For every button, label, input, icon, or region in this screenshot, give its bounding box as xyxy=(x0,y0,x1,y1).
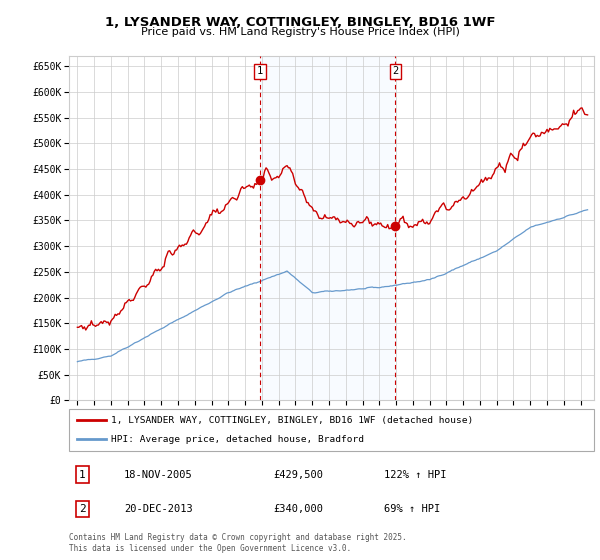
Text: 2: 2 xyxy=(392,67,398,77)
Text: Contains HM Land Registry data © Crown copyright and database right 2025.
This d: Contains HM Land Registry data © Crown c… xyxy=(69,533,407,553)
Text: 1: 1 xyxy=(79,470,86,479)
Text: 1, LYSANDER WAY, COTTINGLEY, BINGLEY, BD16 1WF (detached house): 1, LYSANDER WAY, COTTINGLEY, BINGLEY, BD… xyxy=(111,416,473,424)
Text: £429,500: £429,500 xyxy=(274,470,324,479)
Text: 1: 1 xyxy=(257,67,263,77)
Text: Price paid vs. HM Land Registry's House Price Index (HPI): Price paid vs. HM Land Registry's House … xyxy=(140,27,460,37)
Text: 20-DEC-2013: 20-DEC-2013 xyxy=(124,504,193,514)
Text: 18-NOV-2005: 18-NOV-2005 xyxy=(124,470,193,479)
Text: £340,000: £340,000 xyxy=(274,504,324,514)
Text: 122% ↑ HPI: 122% ↑ HPI xyxy=(384,470,446,479)
Text: 1, LYSANDER WAY, COTTINGLEY, BINGLEY, BD16 1WF: 1, LYSANDER WAY, COTTINGLEY, BINGLEY, BD… xyxy=(105,16,495,29)
Text: 69% ↑ HPI: 69% ↑ HPI xyxy=(384,504,440,514)
Text: 2: 2 xyxy=(79,504,86,514)
Text: HPI: Average price, detached house, Bradford: HPI: Average price, detached house, Brad… xyxy=(111,435,364,444)
Bar xyxy=(260,56,395,400)
